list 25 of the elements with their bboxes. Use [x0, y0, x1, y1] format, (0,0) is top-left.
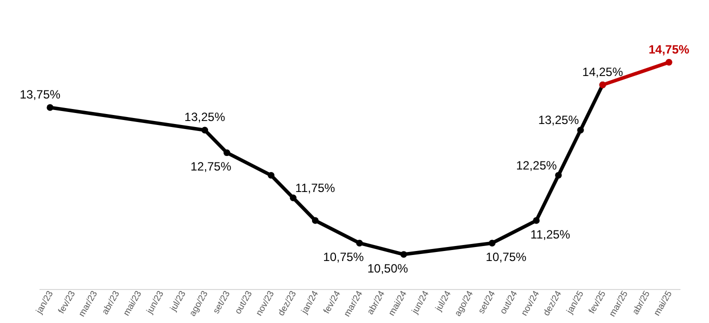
- data-label: 10,50%: [367, 261, 408, 276]
- data-label: 12,25%: [516, 158, 558, 172]
- point: [312, 217, 319, 224]
- data-label: 11,75%: [295, 180, 336, 195]
- data-label: 10,75%: [486, 250, 527, 264]
- data-label: 13,25%: [184, 110, 226, 124]
- point: [224, 149, 230, 156]
- data-label: 14,75%: [648, 42, 690, 56]
- data-label: 14,25%: [582, 64, 624, 79]
- point: [532, 217, 540, 224]
- data-label: 13,75%: [20, 87, 61, 102]
- point: [555, 172, 562, 179]
- point: [268, 172, 274, 179]
- data-label: 10,75%: [323, 250, 364, 264]
- data-label: 11,25%: [530, 228, 571, 242]
- point: [666, 58, 672, 66]
- data-label: 13,25%: [538, 113, 580, 128]
- point: [400, 251, 408, 258]
- point: [46, 104, 54, 111]
- point: [356, 240, 363, 246]
- point: [488, 240, 496, 246]
- data-label: 12,75%: [190, 160, 232, 174]
- point: [201, 126, 208, 134]
- point: [290, 194, 297, 202]
- point: [577, 126, 584, 134]
